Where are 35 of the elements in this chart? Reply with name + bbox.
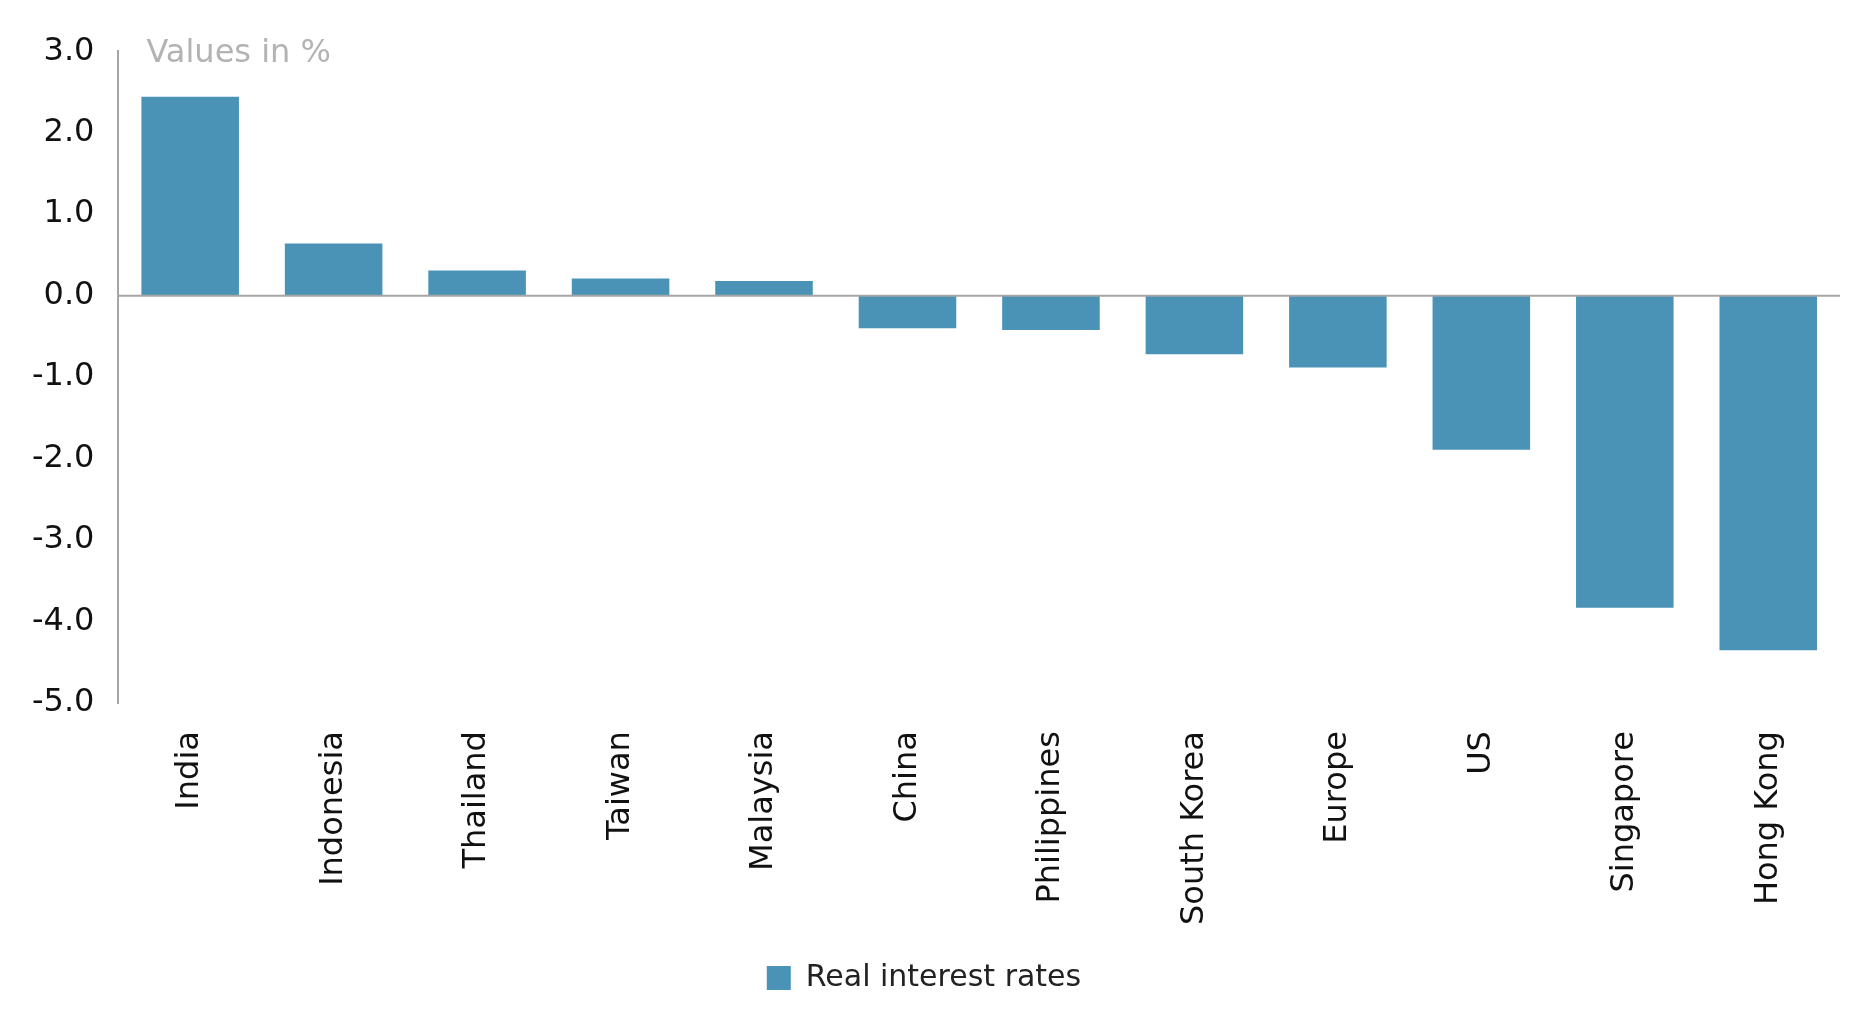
x-tick-label: Philippines (1029, 731, 1068, 904)
bar (858, 295, 957, 329)
y-tick-label: -5.0 (32, 681, 95, 720)
y-tick-label: -2.0 (32, 436, 95, 475)
bar (1002, 295, 1100, 330)
bar (1289, 295, 1387, 368)
bar (141, 96, 239, 296)
bar (284, 243, 383, 296)
bar (1432, 295, 1531, 450)
x-tick-label: US (1459, 731, 1498, 775)
y-axis-title: Values in % (146, 31, 331, 70)
y-tick-label: -3.0 (32, 518, 95, 557)
bar (571, 278, 670, 296)
legend-label: Real interest rates (805, 957, 1082, 993)
bar (715, 281, 813, 296)
x-tick-label: Thailand (455, 731, 494, 870)
bar (1576, 295, 1674, 608)
x-tick-label: Taiwan (598, 731, 637, 841)
x-tick-label: Europe (1316, 731, 1355, 844)
x-tick-label: Malaysia (742, 731, 781, 871)
bar (428, 270, 526, 296)
y-tick-label: -1.0 (32, 355, 95, 394)
y-tick-label: 0.0 (43, 273, 95, 312)
bar (1719, 295, 1818, 651)
y-tick-label: 1.0 (43, 192, 95, 231)
x-tick-label: China (885, 731, 924, 823)
x-tick-label: South Korea (1172, 731, 1211, 925)
bar (1145, 295, 1244, 355)
y-tick-label: 2.0 (43, 111, 95, 149)
y-tick-label: 3.0 (43, 29, 95, 68)
y-tick-label: -4.0 (32, 599, 95, 638)
x-tick-label: India (168, 731, 207, 810)
x-tick-label: Indonesia (311, 731, 350, 886)
x-tick-label: Singapore (1603, 731, 1642, 893)
x-tick-label: Hong Kong (1746, 731, 1785, 906)
